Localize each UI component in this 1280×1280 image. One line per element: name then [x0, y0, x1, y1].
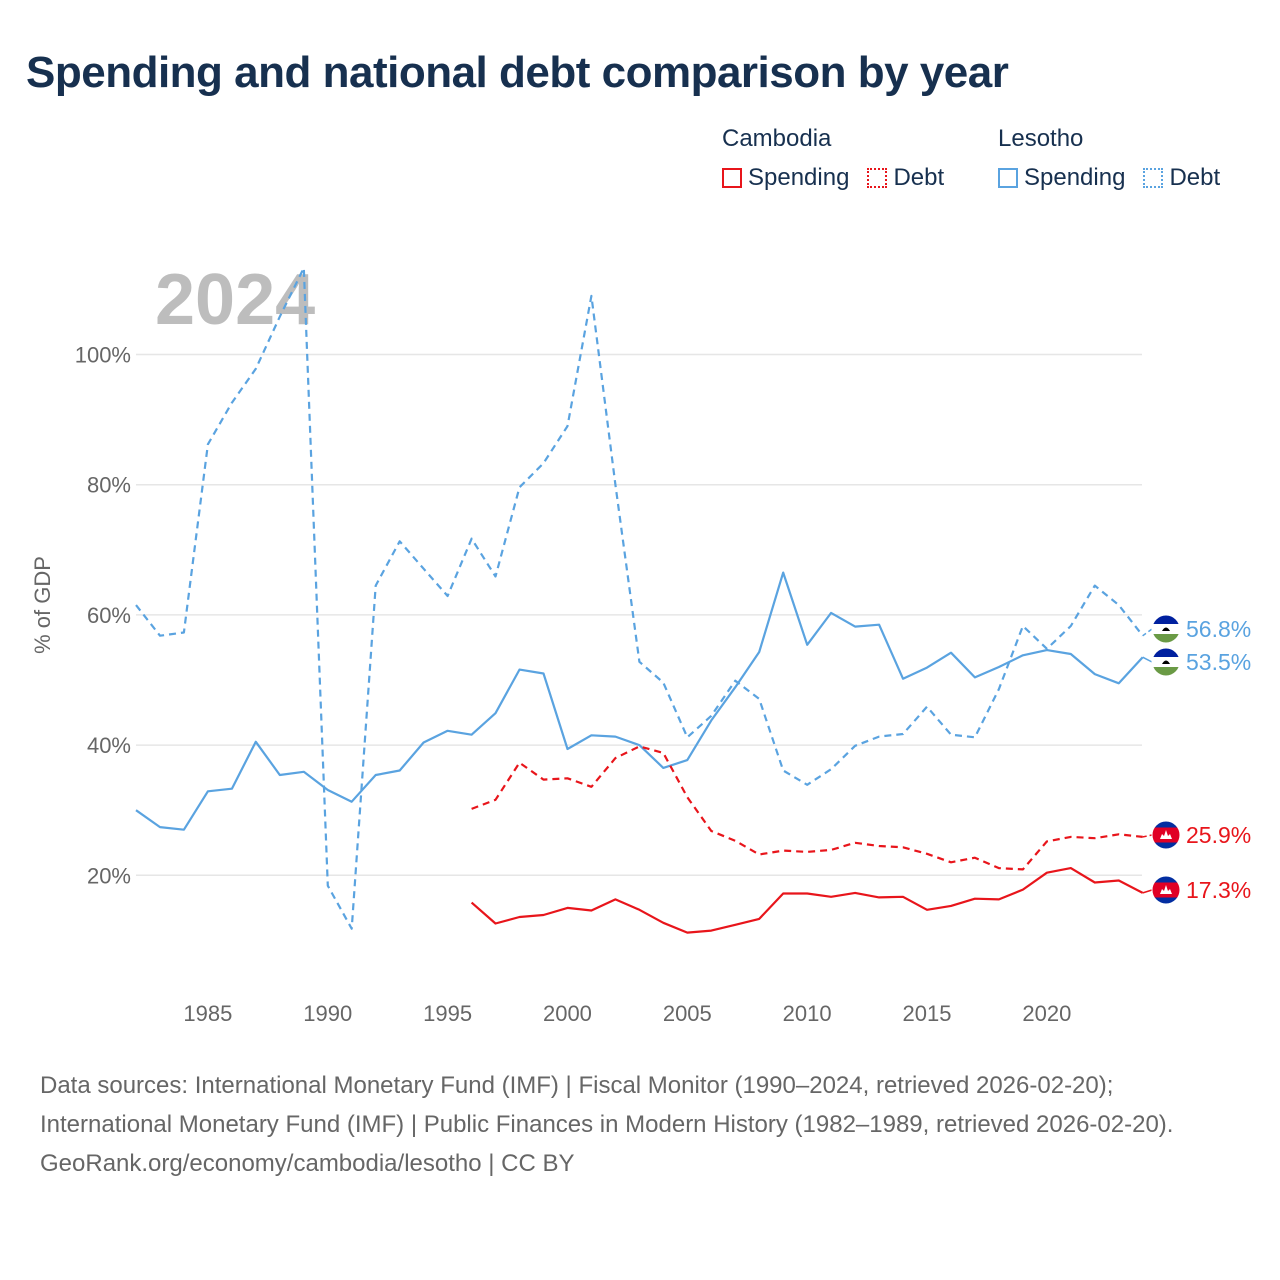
legend-swatch-solid [998, 168, 1018, 188]
end-connector [1142, 834, 1153, 838]
x-tick-label: 2005 [663, 1001, 712, 1026]
cambodia-flag-icon [1152, 821, 1180, 849]
flag-ring [1151, 614, 1181, 644]
legend-item-lesotho-debt[interactable]: Debt [1143, 164, 1220, 192]
cambodia-flag-icon [1152, 876, 1180, 904]
legend-item-label: Debt [893, 164, 945, 191]
legend-item-label: Spending [1024, 164, 1126, 191]
flag-ring [1151, 820, 1181, 850]
series-line-cambodia-debt[interactable] [471, 745, 1143, 871]
end-value-label: 53.5% [1186, 649, 1251, 675]
year-watermark: 2024 [155, 260, 315, 340]
y-axis-label: % of GDP [30, 556, 55, 654]
lesotho-flag-icon [1152, 648, 1180, 676]
y-tick-label: 80% [87, 473, 131, 498]
x-tick-label: 2020 [1022, 1001, 1071, 1026]
end-connector [1142, 889, 1153, 894]
legend-swatch-dotted [867, 168, 888, 188]
end-connector [1142, 656, 1153, 663]
flag-ring [1151, 875, 1181, 905]
y-tick-label: 100% [75, 343, 131, 368]
legend-item-cambodia-debt[interactable]: Debt [867, 164, 944, 192]
legend-swatch-dotted [1143, 168, 1164, 188]
x-tick-label: 1985 [183, 1001, 232, 1026]
flag-ring [1151, 647, 1181, 677]
legend-group-lesotho: Lesotho Spending Debt [998, 122, 1238, 192]
y-tick-label: 40% [87, 733, 131, 758]
series-line-cambodia-spending[interactable] [470, 866, 1144, 934]
legend-item-lesotho-spending[interactable]: Spending [998, 164, 1125, 192]
end-value-label: 17.3% [1186, 877, 1251, 903]
chart-title: Spending and national debt comparison by… [26, 48, 1009, 97]
legend-country-label: Cambodia [722, 125, 832, 152]
legend-item-cambodia-spending[interactable]: Spending [722, 164, 849, 192]
legend-swatch-solid [722, 168, 742, 188]
x-tick-label: 1990 [303, 1001, 352, 1026]
legend-group-cambodia: Cambodia Spending Debt [722, 122, 962, 192]
y-tick-label: 20% [87, 863, 131, 888]
series-line-lesotho-debt[interactable] [135, 266, 1144, 930]
lesotho-flag-icon [1152, 615, 1180, 643]
legend-item-label: Spending [748, 164, 850, 191]
end-connector [1142, 628, 1153, 637]
data-sources: Data sources: International Monetary Fun… [40, 1072, 1174, 1138]
credit-link[interactable]: GeoRank.org/economy/cambodia/lesotho | C… [40, 1150, 575, 1177]
end-value-label: 56.8% [1186, 616, 1251, 642]
x-tick-label: 2000 [543, 1001, 592, 1026]
x-tick-label: 2015 [903, 1001, 952, 1026]
legend-item-label: Debt [1169, 164, 1221, 191]
series-line-lesotho-spending[interactable] [135, 571, 1144, 831]
footer: Data sources: International Monetary Fun… [40, 1066, 1240, 1183]
end-value-label: 25.9% [1186, 822, 1251, 848]
x-tick-label: 1995 [423, 1001, 472, 1026]
y-tick-label: 60% [87, 603, 131, 628]
x-tick-label: 2010 [783, 1001, 832, 1026]
legend-country-label: Lesotho [998, 125, 1084, 152]
